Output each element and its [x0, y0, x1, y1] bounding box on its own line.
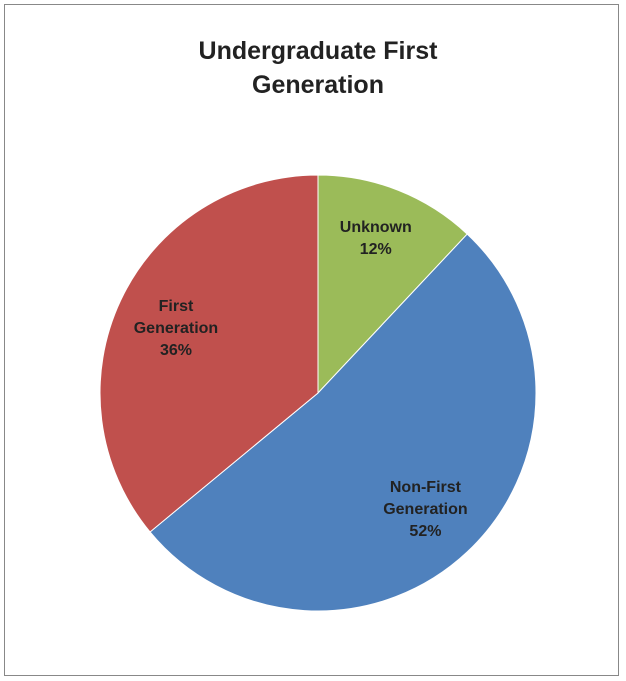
- pie-slice: [149, 233, 537, 612]
- slice-value-label: 52%: [409, 523, 442, 541]
- slice-value-label: 36%: [159, 342, 192, 360]
- pie-slice: [99, 174, 319, 533]
- slice-label: Non-First Generation: [383, 479, 468, 519]
- slice-label: First Generation: [133, 298, 219, 338]
- slice-label: Unknown: [339, 219, 412, 237]
- chart-frame: [4, 4, 619, 676]
- pie-slice: [317, 174, 468, 395]
- slice-value-label: 12%: [359, 241, 392, 259]
- chart-title: Undergraduate First Generation: [198, 37, 438, 99]
